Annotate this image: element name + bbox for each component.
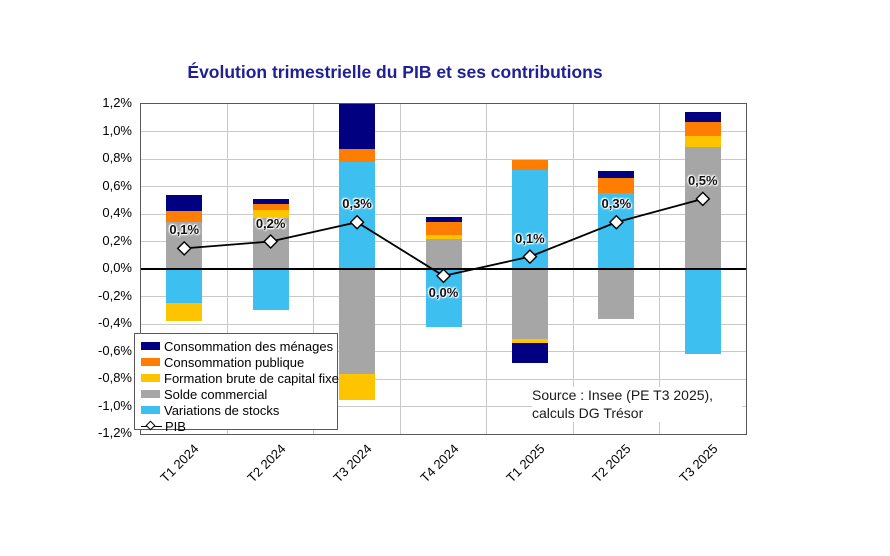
pib-value-label: 0,0% [428,284,459,300]
bar-segment-stocks [252,269,289,311]
y-tick-label: 1,2% [102,95,132,110]
pib-value-label: 0,1% [515,230,545,246]
legend-item: Formation brute de capital fixe [141,370,339,386]
pib-value-label: 0,5% [687,172,718,188]
x-tick-label: T3 2024 [330,441,375,486]
pib-value-label: 0,3% [601,196,632,212]
legend-item: Solde commercial [141,386,337,402]
legend-item: Variations de stocks [141,402,337,418]
bar-segment-menages [425,216,462,223]
bar-segment-solde [339,269,376,374]
zero-axis-line [141,268,746,270]
legend-label: Solde commercial [164,386,268,402]
bar-segment-publique [339,149,376,162]
x-tick-label: T1 2024 [157,441,202,486]
legend-label: Consommation publique [164,354,305,370]
y-tick-label: 0,6% [102,177,132,193]
bar-segment-fbcf [684,135,721,147]
bar-segment-solde [684,146,721,269]
source-line-1: Source : Insee (PE T3 2025), [532,387,714,403]
bar-segment-stocks [684,269,721,355]
x-tick-label: T2 2024 [243,441,289,486]
bar-segment-publique [425,222,462,235]
legend-swatch [141,358,160,366]
bar-segment-stocks [511,170,548,269]
bar-segment-fbcf [511,339,548,344]
bar-segment-fbcf [425,234,462,239]
legend-item-pib: PIB [141,418,337,434]
gridline-horizontal [141,213,746,215]
y-tick-label: -0,4% [98,315,132,330]
bar-segment-stocks [166,269,203,304]
x-tick-label: T1 2025 [503,441,548,486]
source-note: Source : Insee (PE T3 2025), calculs DG … [532,387,742,422]
legend-label: Formation brute de capital fixe [164,370,339,386]
y-tick-label: -1,2% [98,425,132,440]
x-tick-label: T2 2025 [589,441,634,486]
y-tick-label: -0,2% [98,287,132,303]
gridline-horizontal [141,131,746,132]
legend-label: Consommation des ménages [164,338,334,354]
bar-segment-menages [339,104,376,150]
y-tick-label: 0,2% [102,232,132,248]
pib-value-label: 0,2% [255,215,286,231]
y-tick-label: 1,0% [102,122,132,138]
bar-segment-publique [252,204,289,210]
legend-label: Variations de stocks [164,402,280,418]
bar-segment-publique [166,211,203,223]
y-tick-label: 0,0% [102,260,132,275]
gridline-horizontal [141,158,746,160]
y-tick-label: 0,8% [102,150,132,165]
bar-segment-fbcf [166,303,203,322]
bar-segment-menages [511,343,548,363]
legend-swatch [141,390,160,398]
chart-title: Évolution trimestrielle du PIB et ses co… [187,62,603,82]
bar-segment-menages [166,194,203,212]
y-tick-label: -0,8% [98,370,132,385]
x-tick-label: T4 2024 [416,441,462,486]
legend: Consommation des ménages Consommation pub… [134,333,339,434]
legend-label: PIB [165,418,186,434]
legend-swatch [141,342,160,350]
gridline-horizontal [141,378,746,380]
bar-segment-fbcf [339,373,376,400]
legend-swatch [141,374,160,382]
legend-swatch [141,406,160,414]
bar-segment-menages [684,112,721,122]
y-tick-label: 0,4% [102,205,132,220]
legend-item: Consommation publique [141,354,337,370]
pib-value-label: 0,1% [169,222,200,238]
gridline-horizontal [141,186,746,187]
bar-segment-menages [252,198,289,205]
bar-segment-stocks [339,161,376,269]
bar-segment-solde [511,269,548,340]
gridline-horizontal [141,406,746,407]
y-tick-label: -0,6% [98,342,132,358]
y-tick-label: -1,0% [98,397,132,413]
source-line-2: calculs DG Trésor [532,404,644,421]
bar-segment-solde [598,269,635,319]
bar-segment-publique [598,178,635,194]
x-tick-label: T3 2025 [676,441,721,486]
bar-segment-menages [598,171,635,179]
bar-segment-publique [511,160,548,170]
gridline-horizontal [141,351,746,352]
bar-segment-publique [684,121,721,136]
bar-segment-solde [425,238,462,269]
pib-value-label: 0,3% [342,196,372,212]
pib-marker-icon [141,420,162,431]
legend-item: Consommation des ménages [141,338,337,354]
